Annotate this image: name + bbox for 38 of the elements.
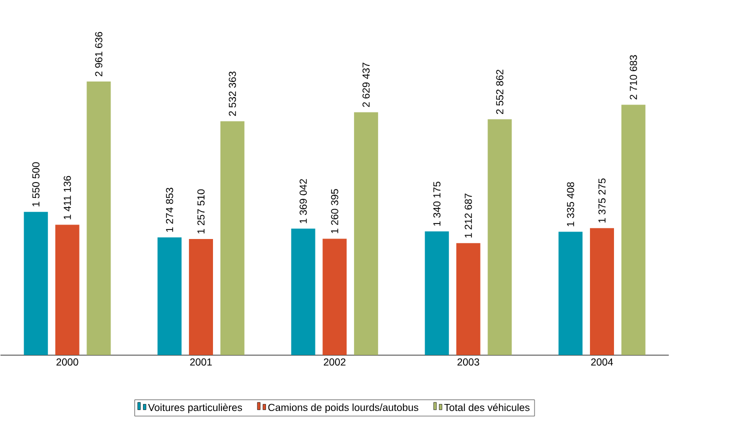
- legend-label: Camions de poids lourds/autobus: [268, 404, 418, 414]
- bar: [291, 228, 316, 356]
- bar: [488, 119, 512, 356]
- data-label: 2 961 636: [95, 32, 102, 76]
- data-label: 1 212 687: [464, 194, 472, 238]
- bar: [188, 239, 213, 356]
- data-label: 2 532 363: [228, 72, 236, 116]
- data-label: 1 550 500: [32, 162, 40, 206]
- x-tick-label: 2002: [324, 358, 346, 366]
- x-tick-label: 2003: [458, 358, 480, 366]
- bar: [220, 121, 244, 356]
- data-label: 1 369 042: [300, 179, 307, 224]
- bar: [158, 237, 182, 356]
- data-label: 1 260 395: [331, 189, 338, 234]
- data-label: 1 274 853: [166, 188, 174, 232]
- x-tick-label: 2001: [190, 358, 212, 366]
- bar: [55, 224, 80, 356]
- data-label: 2 710 683: [630, 55, 638, 100]
- data-label: 2 629 437: [362, 62, 370, 107]
- bar: [558, 232, 583, 356]
- legend-label: Total des véhicules: [444, 404, 530, 412]
- x-tick-label: 2004: [591, 358, 613, 366]
- bar: [424, 231, 449, 356]
- data-label: 1 335 408: [566, 182, 574, 226]
- bar: [354, 112, 378, 356]
- data-label: 1 257 510: [197, 189, 205, 234]
- bar: [322, 238, 347, 356]
- bar: [86, 82, 111, 356]
- legend-label: Voitures particulières: [148, 404, 242, 414]
- data-label: 1 411 136: [64, 176, 71, 220]
- bar: [590, 228, 614, 356]
- bar: [621, 104, 646, 356]
- x-tick-label: 2000: [56, 358, 78, 366]
- bar: [24, 212, 48, 356]
- data-label: 2 552 862: [496, 70, 504, 114]
- data-label: 1 375 275: [598, 178, 606, 223]
- bar: [456, 243, 480, 356]
- data-label: 1 340 175: [433, 182, 440, 226]
